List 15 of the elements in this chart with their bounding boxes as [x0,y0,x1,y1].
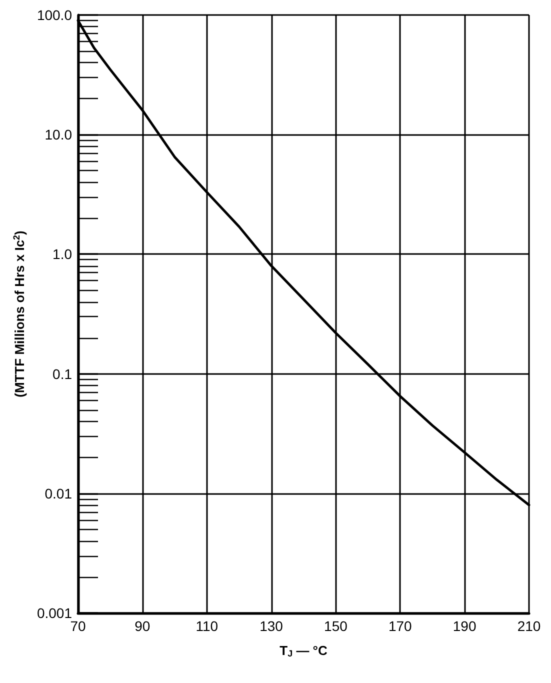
x-tick-label: 130 [260,618,284,634]
x-tick-label: 210 [517,618,541,634]
y-tick-label: 0.01 [44,485,72,502]
y-tick-label: 0.1 [52,366,72,382]
x-tick-label: 190 [452,618,476,634]
x-tick-label: 110 [196,618,218,634]
y-axis-title: (MTTF Millions of Hrs x Ic2) [12,230,28,398]
y-tick-label: 0.001 [36,605,72,621]
x-tick-label: 90 [134,618,150,634]
x-tick-label: 70 [70,618,86,634]
y-tick-label: 10.0 [44,126,72,143]
y-tick-label: 1.0 [52,246,72,262]
x-tick-label: 170 [388,618,412,634]
x-tick-label: 150 [324,618,348,634]
y-tick-label: 100.0 [36,7,72,23]
